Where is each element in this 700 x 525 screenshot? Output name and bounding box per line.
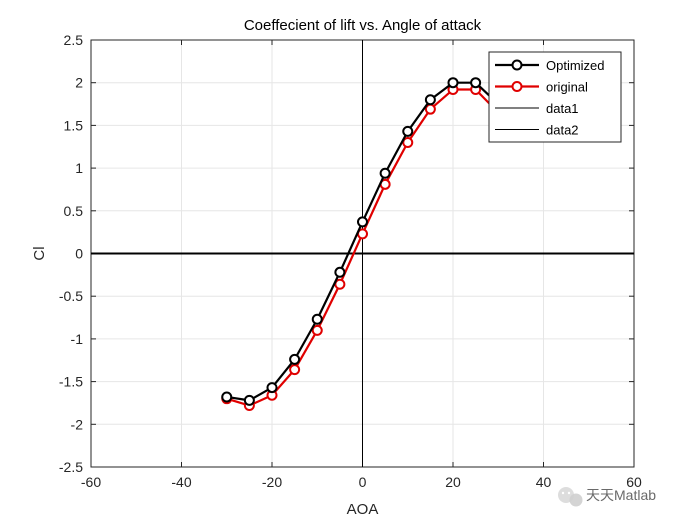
x-tick-label: -40 [171,474,191,490]
y-tick-label: 2 [75,75,83,91]
y-tick-label: -1.5 [59,374,83,390]
data-point-Optimized [402,125,414,137]
y-tick-label: -0.5 [59,288,83,304]
data-point-Optimized [424,94,436,106]
data-point-Optimized [379,167,391,179]
data-point-original [289,364,301,376]
legend-label: data1 [546,101,579,116]
wechat-icon [558,487,583,507]
chart-title: Coeffecient of lift vs. Angle of attack [244,17,482,34]
data-point-Optimized [311,313,323,325]
data-point-original [402,136,414,148]
data-point-Optimized [447,77,459,89]
data-point-Optimized [334,266,346,278]
legend-marker [511,59,523,71]
y-axis-label: Cl [31,246,48,260]
data-point-original [334,278,346,290]
data-point-Optimized [470,77,482,89]
series-Optimized [221,77,504,406]
legend-item: original [495,80,588,95]
ticks: -60 -40 -20 0 20 40 60 -2.5 -2 -1.5 -1 -0.5 0 0.5 1 1.5… [59,32,642,490]
data-point-Optimized [266,382,278,394]
x-tick-label: 40 [536,474,552,490]
watermark-text: 天天Matlab [586,487,656,503]
x-axis-label: AOA [347,501,379,518]
data-point-original [311,324,323,336]
data-point-Optimized [357,216,368,228]
legend-item: data1 [495,101,579,116]
data-point-Optimized [289,353,301,365]
y-tick-label: -1 [71,331,84,347]
data-point-Optimized [221,391,233,403]
y-tick-label: 0.5 [64,203,84,219]
x-tick-label: -20 [262,474,282,490]
legend-box [488,51,622,143]
reference-lines [91,40,634,467]
legend-item: data2 [495,123,579,138]
legend[interactable]: Optimized original data1 data2 [488,51,622,143]
legend-label: data2 [546,123,579,138]
legend-marker [511,81,523,92]
y-tick-label: 1 [75,160,83,176]
x-tick-label: -60 [81,474,101,490]
x-tick-label: 60 [626,474,642,490]
data-point-Optimized [243,394,255,406]
y-tick-label: -2 [71,416,84,432]
legend-label: Optimized [546,58,605,73]
y-tick-label: -2.5 [59,459,83,475]
watermark: 天天Matlab [558,487,656,507]
y-tick-label: 2.5 [64,32,84,48]
y-tick-label: 1.5 [64,117,84,133]
legend-item: Optimized [495,58,605,73]
legend-label: original [546,80,588,95]
x-tick-label: 20 [445,474,461,490]
y-tick-label: 0 [75,246,83,262]
x-tick-label: 0 [359,474,367,490]
